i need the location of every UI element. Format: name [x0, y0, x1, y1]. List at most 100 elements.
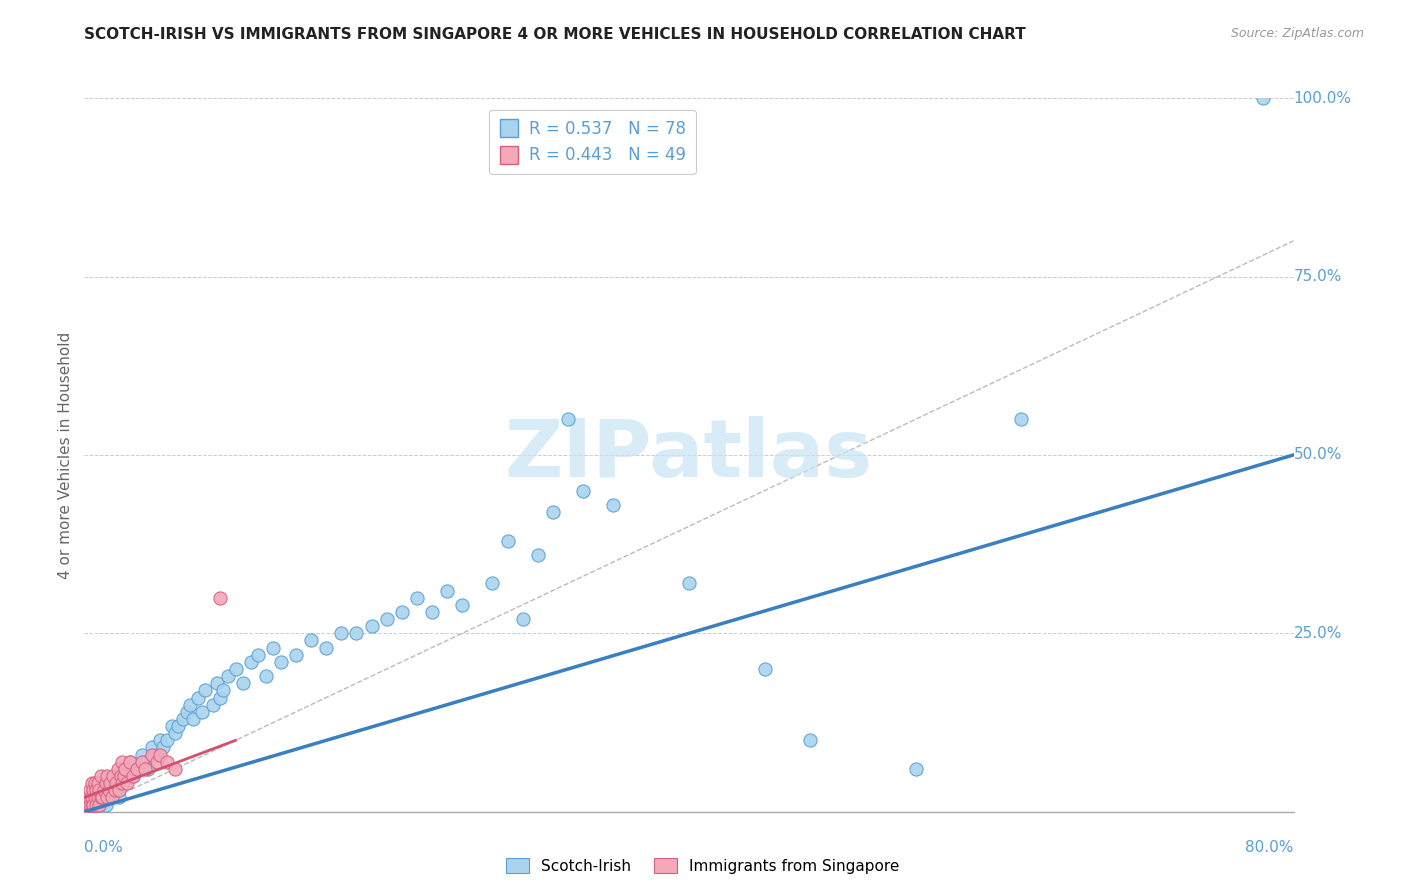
Point [89, 783, 111, 797]
Point [678, 576, 700, 591]
Point [86, 790, 108, 805]
Point [541, 505, 564, 519]
Point [141, 740, 163, 755]
Point [127, 762, 149, 776]
Point [572, 483, 595, 498]
Point [375, 612, 398, 626]
Text: 0.0%: 0.0% [84, 840, 124, 855]
Text: 100.0%: 100.0% [1294, 91, 1351, 105]
Point [98, 776, 121, 790]
Point [79, 797, 101, 812]
Point [93, 783, 115, 797]
Point [163, 726, 186, 740]
Point [172, 712, 194, 726]
Point [96, 790, 118, 805]
Point [141, 747, 163, 762]
Point [84, 790, 107, 805]
Text: SCOTCH-IRISH VS IMMIGRANTS FROM SINGAPORE 4 OR MORE VEHICLES IN HOUSEHOLD CORREL: SCOTCH-IRISH VS IMMIGRANTS FROM SINGAPOR… [84, 27, 1026, 42]
Point [451, 598, 474, 612]
Point [526, 548, 548, 562]
Point [187, 690, 209, 705]
Point [1251, 91, 1274, 105]
Text: 50.0%: 50.0% [1294, 448, 1341, 462]
Legend: R = 0.537   N = 78, R = 0.443   N = 49: R = 0.537 N = 78, R = 0.443 N = 49 [489, 110, 696, 174]
Text: 75.0%: 75.0% [1294, 269, 1341, 284]
Point [330, 626, 353, 640]
Point [212, 683, 235, 698]
Point [1010, 412, 1032, 426]
Point [84, 776, 107, 790]
Point [86, 797, 108, 812]
Point [111, 755, 134, 769]
Point [156, 755, 179, 769]
Point [232, 676, 254, 690]
Point [346, 626, 368, 640]
Point [191, 705, 214, 719]
Point [115, 776, 138, 790]
Point [406, 591, 429, 605]
Point [90, 769, 112, 783]
Point [496, 533, 519, 548]
Point [114, 776, 136, 790]
Point [131, 747, 153, 762]
Point [104, 783, 127, 797]
Point [299, 633, 322, 648]
Point [100, 790, 122, 805]
Point [481, 576, 503, 591]
Point [118, 755, 141, 769]
Legend: Scotch-Irish, Immigrants from Singapore: Scotch-Irish, Immigrants from Singapore [501, 852, 905, 880]
Point [108, 790, 131, 805]
Point [179, 698, 201, 712]
Point [110, 769, 132, 783]
Point [96, 769, 118, 783]
Point [89, 783, 111, 797]
Point [391, 605, 413, 619]
Point [904, 762, 927, 776]
Point [80, 776, 103, 790]
Point [121, 769, 143, 783]
Point [77, 790, 100, 805]
Y-axis label: 4 or more Vehicles in Household: 4 or more Vehicles in Household [58, 331, 73, 579]
Text: 25.0%: 25.0% [1294, 626, 1341, 640]
Point [149, 733, 172, 747]
Point [146, 747, 169, 762]
Point [80, 790, 103, 805]
Point [107, 776, 129, 790]
Point [86, 783, 108, 797]
Point [108, 783, 131, 797]
Point [80, 797, 103, 812]
Point [136, 762, 159, 776]
Point [239, 655, 262, 669]
Point [436, 583, 458, 598]
Point [90, 790, 112, 805]
Point [111, 776, 134, 790]
Point [112, 769, 135, 783]
Point [156, 733, 179, 747]
Point [94, 797, 117, 812]
Point [79, 783, 101, 797]
Point [284, 648, 308, 662]
Point [105, 783, 128, 797]
Point [146, 755, 169, 769]
Point [82, 783, 104, 797]
Point [105, 776, 128, 790]
Point [127, 762, 149, 776]
Point [209, 591, 232, 605]
Text: 80.0%: 80.0% [1246, 840, 1294, 855]
Point [96, 776, 118, 790]
Point [82, 797, 104, 812]
Point [107, 762, 129, 776]
Point [360, 619, 382, 633]
Point [104, 769, 127, 783]
Point [134, 762, 156, 776]
Point [152, 740, 174, 755]
Point [217, 669, 239, 683]
Point [181, 712, 204, 726]
Point [89, 797, 111, 812]
Point [114, 762, 136, 776]
Point [201, 698, 224, 712]
Point [96, 790, 118, 805]
Point [315, 640, 337, 655]
Point [512, 612, 534, 626]
Point [420, 605, 443, 619]
